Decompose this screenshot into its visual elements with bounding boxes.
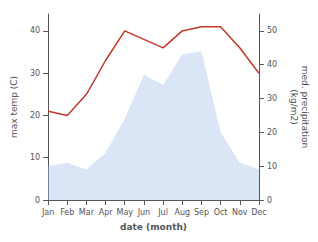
- svg-text:May: May: [116, 208, 133, 217]
- svg-text:Oct: Oct: [214, 208, 228, 217]
- svg-text:Sep: Sep: [194, 208, 209, 217]
- svg-text:10: 10: [30, 153, 40, 162]
- svg-text:(kg/m2): (kg/m2): [289, 89, 299, 124]
- svg-text:30: 30: [30, 69, 40, 78]
- svg-text:med. precipitation: med. precipitation: [300, 66, 310, 148]
- svg-text:Nov: Nov: [232, 208, 248, 217]
- svg-text:max temp (C): max temp (C): [9, 76, 19, 138]
- svg-text:50: 50: [267, 26, 277, 35]
- svg-text:0: 0: [267, 196, 272, 205]
- svg-text:Aug: Aug: [174, 208, 190, 217]
- svg-text:Apr: Apr: [99, 208, 114, 217]
- svg-text:40: 40: [30, 26, 40, 35]
- svg-text:date (month): date (month): [120, 222, 187, 232]
- svg-text:10: 10: [267, 162, 277, 171]
- svg-text:Mar: Mar: [79, 208, 95, 217]
- svg-text:0: 0: [35, 196, 40, 205]
- svg-text:Jan: Jan: [41, 208, 54, 217]
- svg-text:Jun: Jun: [137, 208, 151, 217]
- svg-text:Dec: Dec: [251, 208, 266, 217]
- svg-text:20: 20: [267, 128, 277, 137]
- svg-text:30: 30: [267, 94, 277, 103]
- svg-text:40: 40: [267, 60, 277, 69]
- svg-text:Jul: Jul: [157, 208, 168, 217]
- svg-text:Feb: Feb: [60, 208, 74, 217]
- svg-text:20: 20: [30, 111, 40, 120]
